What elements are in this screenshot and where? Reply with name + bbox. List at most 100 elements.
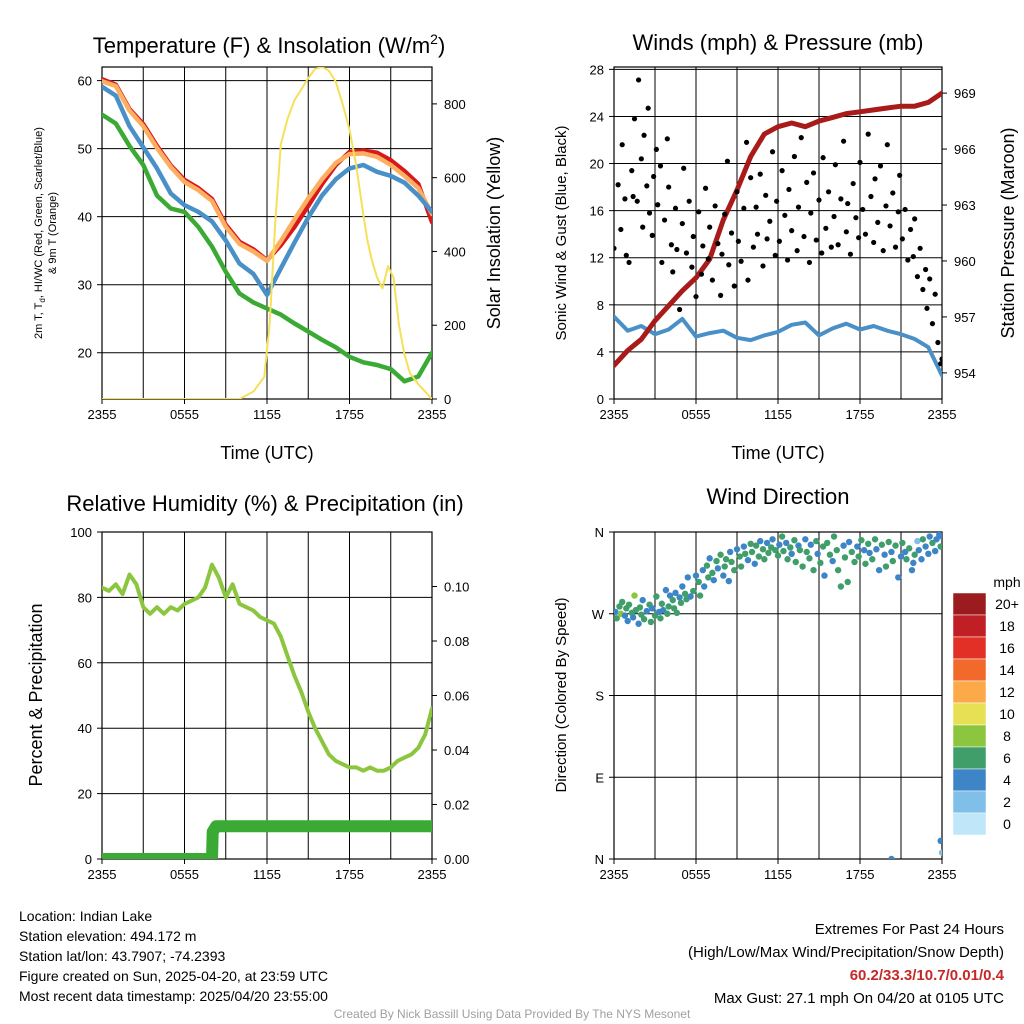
direction-point bbox=[918, 556, 925, 563]
x-tick-label: 0555 bbox=[170, 407, 199, 422]
temperature-xlabel: Time (UTC) bbox=[220, 443, 313, 463]
direction-point bbox=[619, 598, 626, 606]
gust-point bbox=[705, 256, 711, 262]
direction-point bbox=[757, 537, 764, 545]
gust-point bbox=[791, 153, 798, 160]
gust-point bbox=[760, 263, 766, 269]
y2-tick-label: 963 bbox=[954, 198, 976, 213]
gust-point bbox=[884, 142, 890, 148]
direction-point bbox=[821, 572, 828, 579]
direction-point bbox=[710, 576, 717, 584]
gust-point bbox=[750, 244, 757, 250]
direction-point bbox=[614, 615, 620, 622]
direction-point bbox=[740, 543, 748, 550]
gust-point bbox=[686, 198, 692, 204]
gust-point bbox=[862, 231, 869, 237]
gust-point bbox=[677, 306, 683, 313]
gust-point bbox=[630, 193, 636, 200]
temperature-ylabel-line2: & 9m T (Orange) bbox=[47, 192, 59, 274]
y-tick-label: 28 bbox=[590, 62, 604, 77]
gust-point bbox=[693, 293, 699, 300]
gust-point bbox=[718, 292, 724, 298]
direction-point bbox=[737, 563, 745, 570]
direction-point bbox=[925, 550, 932, 557]
gust-point bbox=[865, 131, 871, 137]
direction-point bbox=[713, 557, 720, 565]
gust-point bbox=[872, 176, 878, 182]
gust-point bbox=[757, 171, 763, 177]
direction-point bbox=[701, 583, 708, 590]
direction-point bbox=[938, 533, 942, 540]
direction-point bbox=[791, 536, 798, 544]
winds-ylabel: Sonic Wind & Gust (Blue, Black) bbox=[553, 125, 570, 340]
gust-point bbox=[784, 257, 791, 263]
station-info: Location: Indian Lake Station elevation:… bbox=[19, 906, 328, 1006]
gust-point bbox=[856, 235, 862, 241]
series-line-wind_chill bbox=[102, 84, 432, 298]
winds-xlabel: Time (UTC) bbox=[731, 443, 824, 463]
direction-point bbox=[636, 604, 644, 611]
direction-point bbox=[639, 596, 646, 604]
x-tick-label: 1755 bbox=[335, 867, 364, 882]
direction-point bbox=[765, 549, 772, 557]
gust-point bbox=[666, 184, 672, 190]
colorbar-swatch bbox=[952, 592, 987, 616]
direction-point bbox=[873, 546, 880, 553]
gust-point bbox=[748, 175, 754, 181]
colorbar-label: 0 bbox=[1003, 816, 1011, 832]
direction-point bbox=[658, 600, 666, 607]
colorbar-swatch bbox=[952, 790, 987, 814]
gust-point bbox=[927, 276, 933, 282]
station-latlon: Station lat/lon: 43.7907; -74.2393 bbox=[19, 948, 226, 964]
y2-tick-label: 0 bbox=[444, 392, 451, 407]
direction-point bbox=[728, 558, 735, 566]
gust-point bbox=[841, 138, 847, 144]
direction-point bbox=[651, 612, 659, 619]
gust-point bbox=[655, 202, 661, 208]
gust-point bbox=[709, 277, 716, 283]
gust-point bbox=[828, 244, 834, 250]
direction-point bbox=[862, 560, 869, 567]
colorbar-swatch bbox=[952, 614, 987, 638]
direction-point bbox=[717, 551, 724, 558]
direction-point bbox=[664, 610, 671, 617]
direction-point bbox=[752, 542, 760, 549]
direction-point bbox=[834, 566, 842, 574]
direction-point bbox=[810, 566, 817, 574]
direction-point bbox=[703, 562, 711, 569]
direction-point bbox=[662, 586, 670, 594]
y-tick-label: 60 bbox=[78, 74, 92, 89]
direction-point bbox=[769, 536, 776, 543]
direction-point bbox=[649, 605, 656, 612]
direction-point bbox=[731, 566, 738, 574]
direction-point bbox=[860, 546, 868, 554]
gust-point bbox=[712, 203, 718, 209]
colorbar-swatch bbox=[952, 636, 987, 660]
gust-point bbox=[857, 159, 863, 165]
direction-point bbox=[901, 548, 909, 556]
direction-point bbox=[931, 547, 939, 555]
direction-point bbox=[855, 553, 862, 560]
direction-point bbox=[748, 548, 756, 556]
direction-point bbox=[844, 578, 851, 586]
direction-point bbox=[776, 541, 783, 548]
gust-point bbox=[641, 132, 647, 138]
direction-point bbox=[681, 590, 689, 597]
y-tick-label: 20 bbox=[590, 157, 604, 172]
direction-point bbox=[742, 550, 749, 557]
gust-point bbox=[860, 206, 866, 213]
gust-point bbox=[782, 212, 788, 218]
gust-point bbox=[724, 158, 731, 164]
colorbar-label: 2 bbox=[1003, 794, 1011, 810]
ylabel-part: , HI/WC (Red, Green, Scarlet/Blue) bbox=[33, 127, 45, 298]
direction-point bbox=[640, 616, 648, 623]
gust-point bbox=[615, 182, 621, 188]
series-line-wind bbox=[614, 314, 942, 378]
x-tick-label: 1755 bbox=[335, 407, 364, 422]
direction-point bbox=[796, 546, 804, 554]
gust-point bbox=[754, 231, 761, 237]
colorbar-swatch bbox=[952, 812, 987, 836]
direction-point bbox=[621, 612, 629, 619]
direction-point bbox=[882, 563, 890, 570]
gust-point bbox=[907, 226, 914, 233]
